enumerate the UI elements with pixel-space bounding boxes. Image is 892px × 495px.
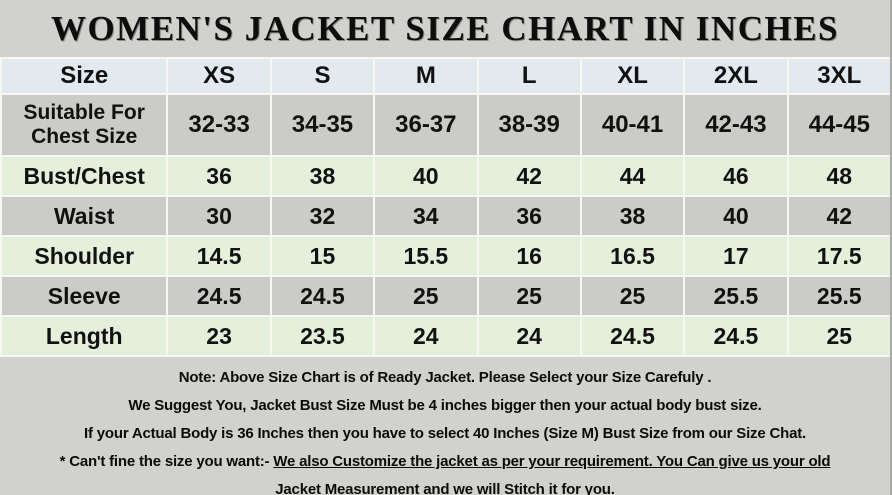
size-value-cell: 42: [786, 195, 890, 237]
col-header-2xl: 2XL: [683, 57, 789, 95]
size-value-cell: 24.5: [683, 315, 789, 357]
note-ready-jacket: Note: Above Size Chart is of Ready Jacke…: [178, 369, 712, 386]
note-customize-underlined: We also Customize the jacket as per your…: [273, 453, 831, 470]
row-label: Shoulder: [0, 235, 169, 277]
size-value-cell: 34: [373, 195, 479, 237]
size-value-cell: 25: [373, 275, 479, 317]
row-label: Sleeve: [0, 275, 169, 317]
size-value-cell: 40-41: [579, 93, 686, 157]
size-value-cell: 25: [476, 275, 582, 317]
size-value-cell: 15.5: [373, 235, 479, 277]
size-value-cell: 16: [476, 235, 582, 277]
notes-section: Note: Above Size Chart is of Ready Jacke…: [0, 357, 890, 495]
row-label: Length: [0, 315, 169, 357]
col-header-m: M: [373, 57, 479, 95]
size-value-cell: 44: [579, 155, 686, 197]
size-value-cell: 25.5: [683, 275, 789, 317]
size-value-cell: 14.5: [166, 235, 272, 277]
note-customize-prefix: * Can't fine the size you want:-: [59, 453, 274, 470]
note-stitch-underlined: Jacket Measurement and we will Stitch it…: [275, 481, 615, 495]
size-value-cell: 25: [579, 275, 686, 317]
size-value-cell: 25.5: [786, 275, 890, 317]
size-value-cell: 24.5: [579, 315, 686, 357]
size-value-cell: 36: [476, 195, 582, 237]
size-value-cell: 44-45: [786, 93, 890, 157]
size-value-cell: 42-43: [683, 93, 789, 157]
size-value-cell: 17: [683, 235, 789, 277]
size-value-cell: 36-37: [373, 93, 479, 157]
col-header-s: S: [269, 57, 376, 95]
size-value-cell: 30: [166, 195, 272, 237]
table-row-suitable-for-chest-size: Suitable For Chest Size 32-33 34-35 36-37 38…: [0, 93, 890, 157]
size-value-cell: 40: [373, 155, 479, 197]
row-label: Bust/Chest: [0, 155, 169, 197]
size-value-cell: 48: [786, 155, 890, 197]
note-stitch: Jacket Measurement and we will Stitch it…: [0, 476, 890, 495]
size-value-cell: 38-39: [476, 93, 582, 157]
size-value-cell: 36: [166, 155, 272, 197]
size-value-cell: 32: [269, 195, 376, 237]
col-header-3xl: 3XL: [786, 57, 890, 95]
size-value-cell: 34-35: [269, 93, 376, 157]
table-row-shoulder: Shoulder 14.5 15 15.5 16 16.5 17 17.5: [0, 235, 890, 277]
table-row-length: Length 23 23.5 24 24 24.5 24.5 25: [0, 315, 890, 357]
size-value-cell: 24.5: [166, 275, 272, 317]
note-size-example: If your Actual Body is 36 Inches then yo…: [84, 425, 806, 442]
size-value-cell: 15: [269, 235, 376, 277]
table-row-sleeve: Sleeve 24.5 24.5 25 25 25 25.5 25.5: [0, 275, 890, 317]
col-header-xs: XS: [166, 57, 272, 95]
size-header-row: Size XS S M L XL 2XL 3XL: [0, 57, 890, 95]
col-header-l: L: [476, 57, 582, 95]
note-customize: * Can't fine the size you want:- We also…: [0, 448, 890, 476]
note-bust-size-suggestion: We Suggest You, Jacket Bust Size Must be…: [128, 397, 762, 414]
size-value-cell: 38: [579, 195, 686, 237]
col-header-size: Size: [0, 57, 169, 95]
size-value-cell: 38: [269, 155, 376, 197]
row-label: Waist: [0, 195, 169, 237]
size-value-cell: 25: [786, 315, 890, 357]
size-value-cell: 16.5: [579, 235, 686, 277]
row-label: Suitable For Chest Size: [0, 93, 169, 157]
size-value-cell: 32-33: [166, 93, 272, 157]
size-value-cell: 40: [683, 195, 789, 237]
size-value-cell: 24.5: [269, 275, 376, 317]
size-value-cell: 46: [683, 155, 789, 197]
size-value-cell: 23: [166, 315, 272, 357]
size-value-cell: 23.5: [269, 315, 376, 357]
size-value-cell: 24: [373, 315, 479, 357]
size-value-cell: 24: [476, 315, 582, 357]
col-header-xl: XL: [579, 57, 686, 95]
table-row-waist: Waist 30 32 34 36 38 40 42: [0, 195, 890, 237]
size-value-cell: 42: [476, 155, 582, 197]
size-value-cell: 17.5: [786, 235, 890, 277]
table-row-bust-chest: Bust/Chest 36 38 40 42 44 46 48: [0, 155, 890, 197]
size-chart-table: Size XS S M L XL 2XL 3XL Suitable For Chest Siz…: [0, 57, 890, 357]
page-title: WOMEN'S JACKET SIZE CHART IN INCHES: [50, 9, 840, 48]
